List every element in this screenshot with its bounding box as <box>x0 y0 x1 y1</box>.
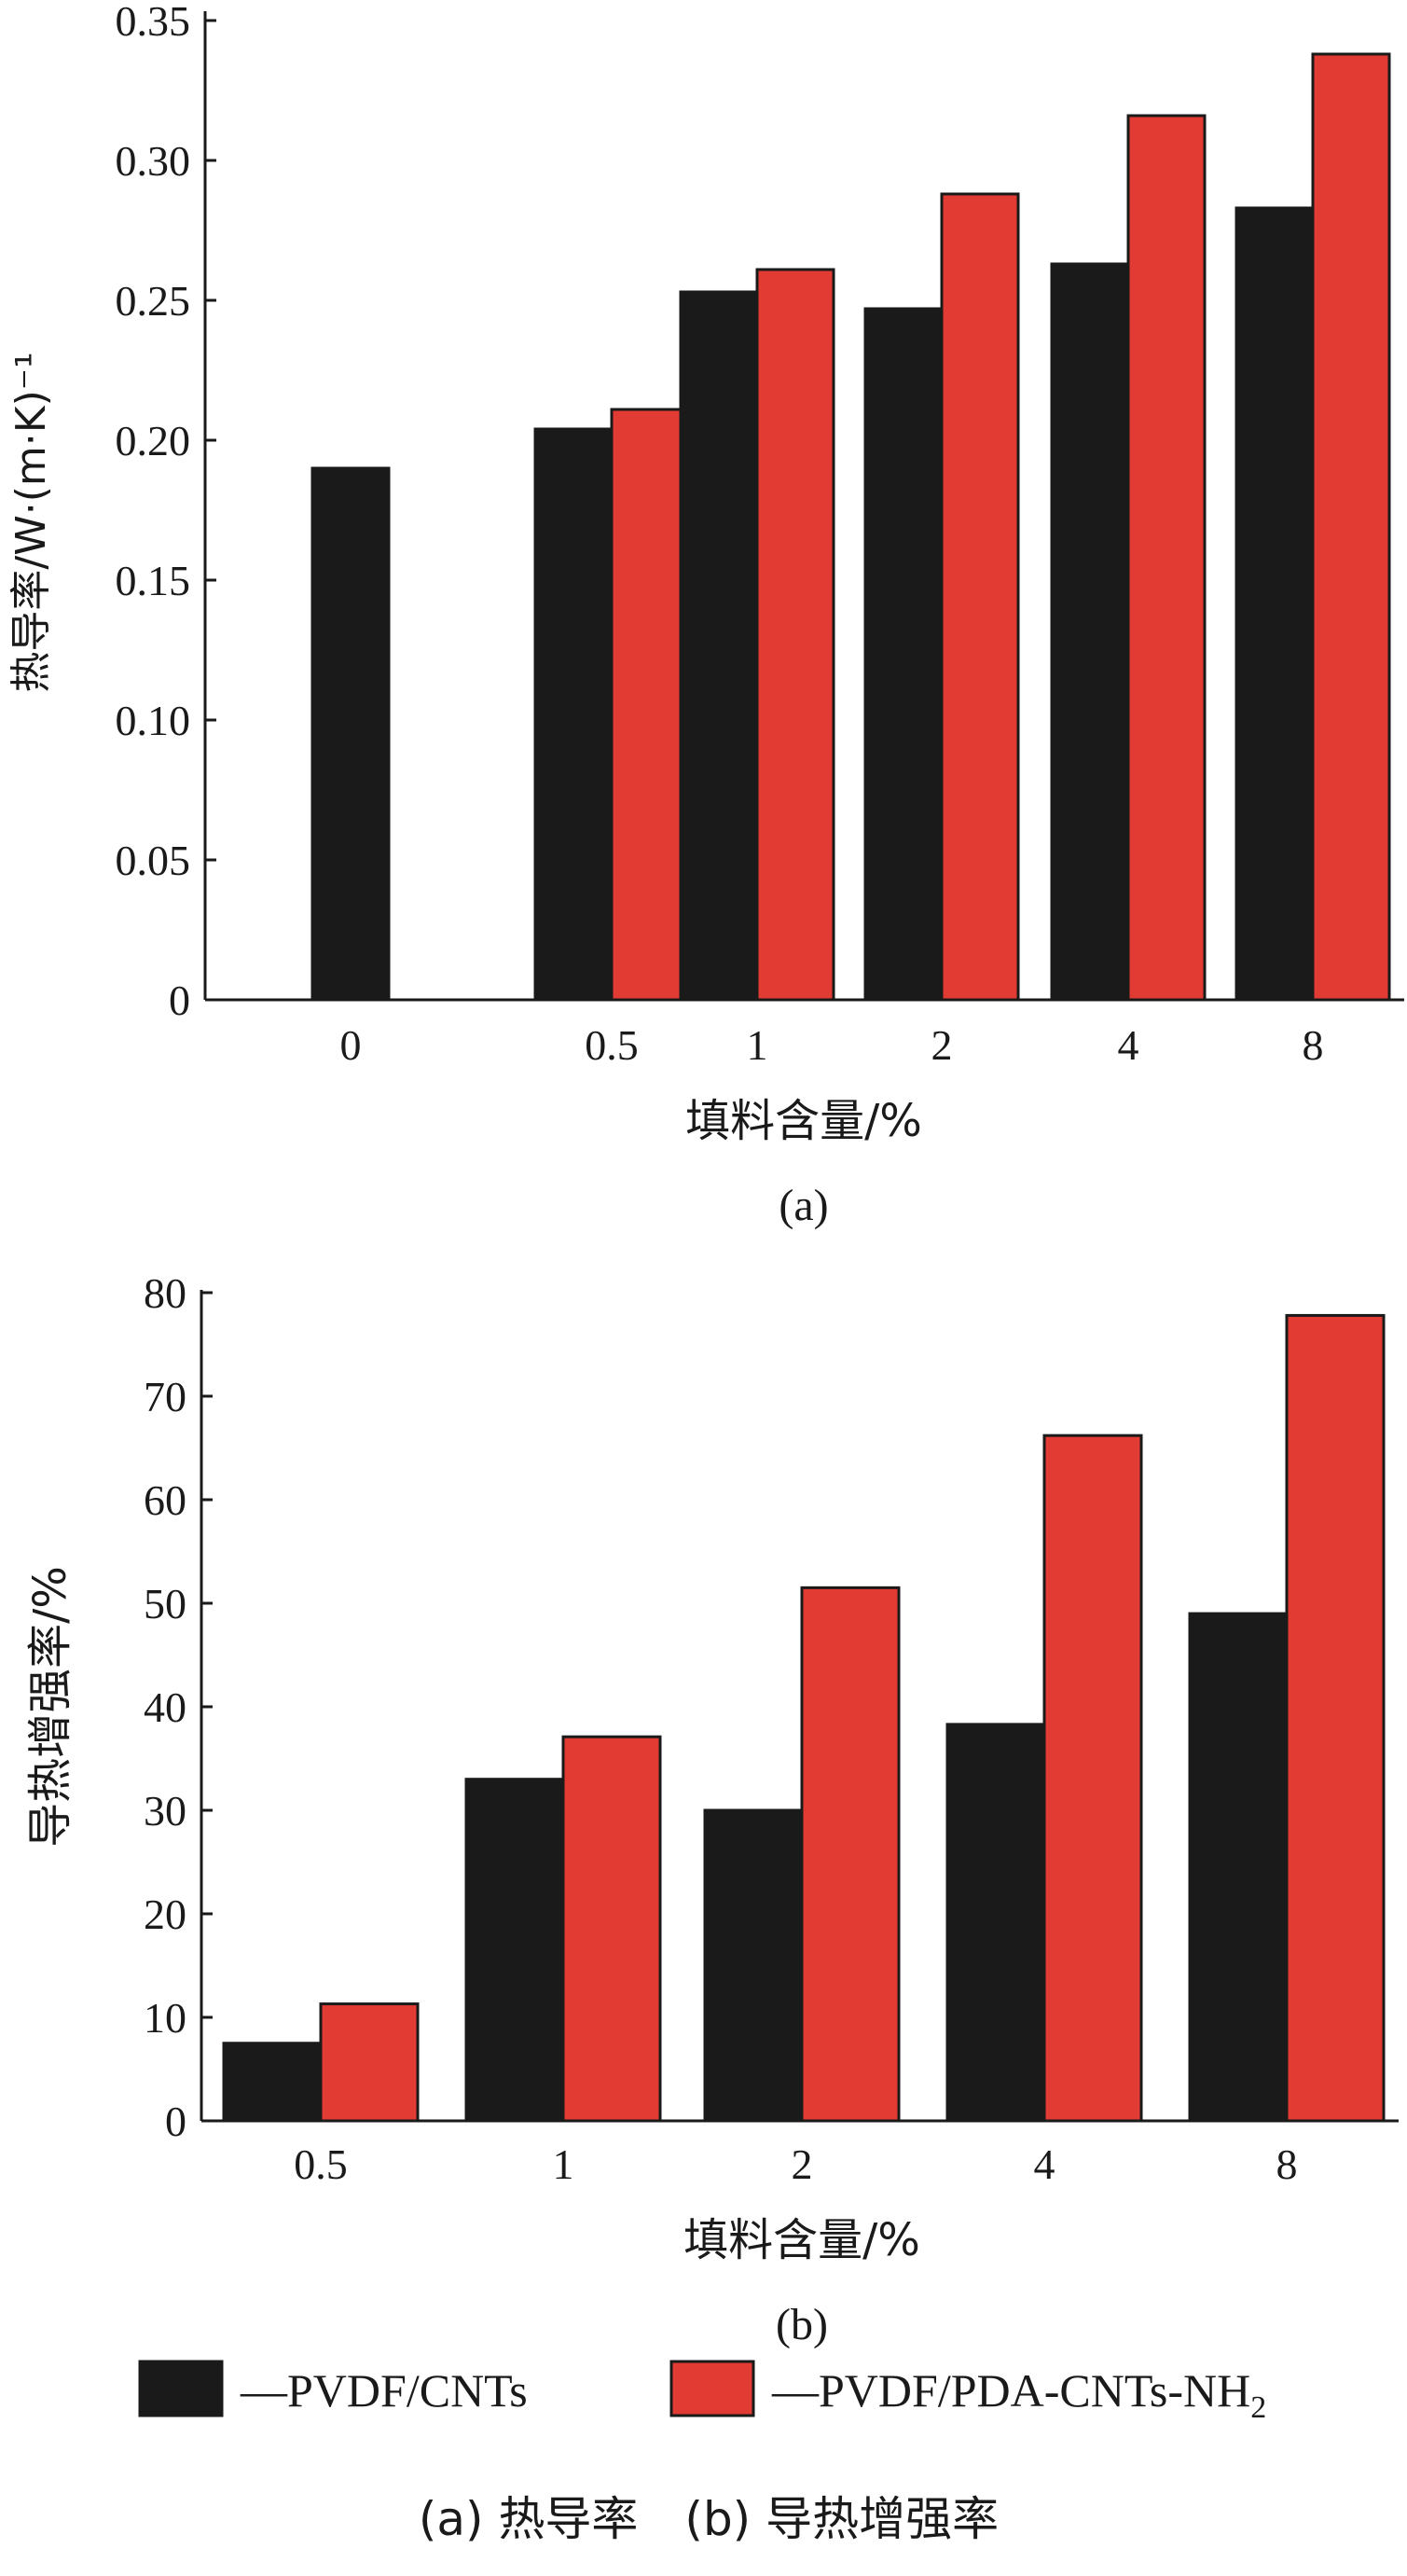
chart-a-x-tick-label: 0.5 <box>585 1021 639 1069</box>
chart-a-y-tick-label: 0.05 <box>116 837 191 884</box>
chart-a-y-tick-label: 0.25 <box>116 277 191 325</box>
chart-b-bar-pvdf-cnts-2 <box>703 1808 804 2123</box>
chart-a-y-tick-label: 0.20 <box>116 417 191 464</box>
chart-b-y-tick-label: 40 <box>144 1683 186 1731</box>
chart-b-x-axis-label: 填料含量/% <box>683 2214 920 2266</box>
chart-b-x-tick-label: 1 <box>553 2140 574 2188</box>
chart-b-y-axis-label: 导热增强率/% <box>24 1566 76 1848</box>
chart-b-bar-pvdf-cnts-4 <box>945 1723 1046 2123</box>
legend-swatch-pvdf-cnts <box>138 2360 224 2417</box>
chart-a-thermal-conductivity: 0 0.05 0.10 0.15 0.20 0.25 0.30 0.35 0 0.5 1 2 4 8 热… <box>7 0 1404 1230</box>
chart-b-y-tick-label: 60 <box>144 1476 186 1524</box>
chart-b-y-tick-label: 30 <box>144 1787 186 1835</box>
chart-b-enhancement-rate: 0 10 20 30 40 50 60 70 80 0.5 1 2 4 8 导热增强率/% 填料含量/%… <box>24 1269 1399 2349</box>
chart-a-x-tick-label: 0 <box>340 1021 362 1069</box>
chart-b-y-tick-label: 70 <box>144 1373 186 1420</box>
chart-b-bar-pvdf-cnts-1 <box>464 1778 565 2123</box>
chart-b-y-tick-label: 20 <box>144 1890 186 1938</box>
chart-b-panel-label: (b) <box>776 2300 828 2349</box>
legend-label-pvdf-cnts: —PVDF/CNTs <box>240 2364 528 2417</box>
chart-b-x-tick-label: 0.5 <box>294 2140 348 2188</box>
chart-b-bar-pvdf-pda-cnts-nh2-1 <box>561 1735 662 2123</box>
chart-b-bar-pvdf-cnts-0.5 <box>222 2042 323 2123</box>
chart-a-bar-pvdf-pda-cnts-nh2-1 <box>755 268 835 1002</box>
chart-a-x-tick-label: 1 <box>747 1021 768 1069</box>
chart-a-y-tick-label: 0.35 <box>116 0 191 45</box>
chart-a-y-axis-label: 热导率/W·(m·K)⁻¹ <box>7 352 55 692</box>
chart-a-bar-pvdf-cnts-0.5 <box>533 427 614 1002</box>
chart-a-x-tick-label: 8 <box>1303 1021 1324 1069</box>
chart-a-x-tick-label: 2 <box>931 1021 953 1069</box>
chart-b-y-tick-label: 10 <box>144 1994 186 2042</box>
figure-caption: (a) 热导率 (b) 导热增强率 <box>419 2492 999 2546</box>
chart-a-y-tick-label: 0 <box>169 976 190 1024</box>
chart-b-bar-pvdf-pda-cnts-nh2-8 <box>1285 1313 1386 2123</box>
chart-b-x-tick-label: 8 <box>1276 2140 1298 2188</box>
legend-label-subscript: 2 <box>1250 2390 1266 2425</box>
legend-swatch-pvdf-pda-cnts-nh2 <box>669 2360 755 2417</box>
chart-b-bar-pvdf-pda-cnts-nh2-2 <box>800 1586 901 2123</box>
chart-b-x-tick-label: 4 <box>1034 2140 1055 2188</box>
chart-a-y-ticks: 0 0.05 0.10 0.15 0.20 0.25 0.30 0.35 <box>116 0 216 1024</box>
chart-b-bar-pvdf-pda-cnts-nh2-0.5 <box>319 2002 420 2123</box>
chart-b-y-ticks: 0 10 20 30 40 50 60 70 80 <box>144 1269 213 2145</box>
chart-a-bars <box>310 52 1391 1002</box>
chart-a-bar-pvdf-cnts-4 <box>1050 262 1130 1002</box>
chart-a-x-tick-label: 4 <box>1118 1021 1139 1069</box>
chart-a-bar-pvdf-cnts-8 <box>1235 206 1315 1002</box>
legend-label-main: —PVDF/PDA-CNTs-NH <box>771 2364 1250 2417</box>
chart-a-bar-pvdf-cnts-0 <box>310 466 391 1002</box>
chart-a-y-tick-label: 0.15 <box>116 557 191 604</box>
chart-a-bar-pvdf-pda-cnts-nh2-8 <box>1311 52 1391 1002</box>
legend-label-pvdf-pda-cnts-nh2: —PVDF/PDA-CNTs-NH2 <box>771 2364 1266 2425</box>
chart-a-y-tick-label: 0.30 <box>116 137 191 185</box>
chart-b-y-tick-label: 50 <box>144 1580 186 1627</box>
chart-b-x-tick-label: 2 <box>792 2140 813 2188</box>
chart-b-y-tick-label: 0 <box>165 2098 186 2145</box>
chart-a-bar-pvdf-pda-cnts-nh2-4 <box>1126 114 1207 1002</box>
chart-b-x-ticks: 0.5 1 2 4 8 <box>294 2140 1297 2188</box>
chart-a-panel-label: (a) <box>779 1181 828 1230</box>
chart-a-bar-pvdf-pda-cnts-nh2-0.5 <box>610 408 690 1002</box>
chart-b-bars <box>222 1313 1386 2123</box>
chart-b-y-tick-label: 80 <box>144 1269 186 1317</box>
chart-a-bar-pvdf-cnts-2 <box>863 307 944 1002</box>
chart-a-y-tick-label: 0.10 <box>116 697 191 744</box>
chart-a-x-ticks: 0 0.5 1 2 4 8 <box>340 1021 1324 1069</box>
chart-b-bar-pvdf-pda-cnts-nh2-4 <box>1042 1433 1143 2123</box>
chart-b-bar-pvdf-cnts-8 <box>1188 1612 1289 2123</box>
chart-a-bar-pvdf-cnts-1 <box>679 290 759 1002</box>
legend: —PVDF/CNTs —PVDF/PDA-CNTs-NH2 <box>138 2360 1266 2425</box>
chart-a-bar-pvdf-pda-cnts-nh2-2 <box>940 192 1020 1002</box>
chart-a-x-axis-label: 填料含量/% <box>685 1095 922 1147</box>
